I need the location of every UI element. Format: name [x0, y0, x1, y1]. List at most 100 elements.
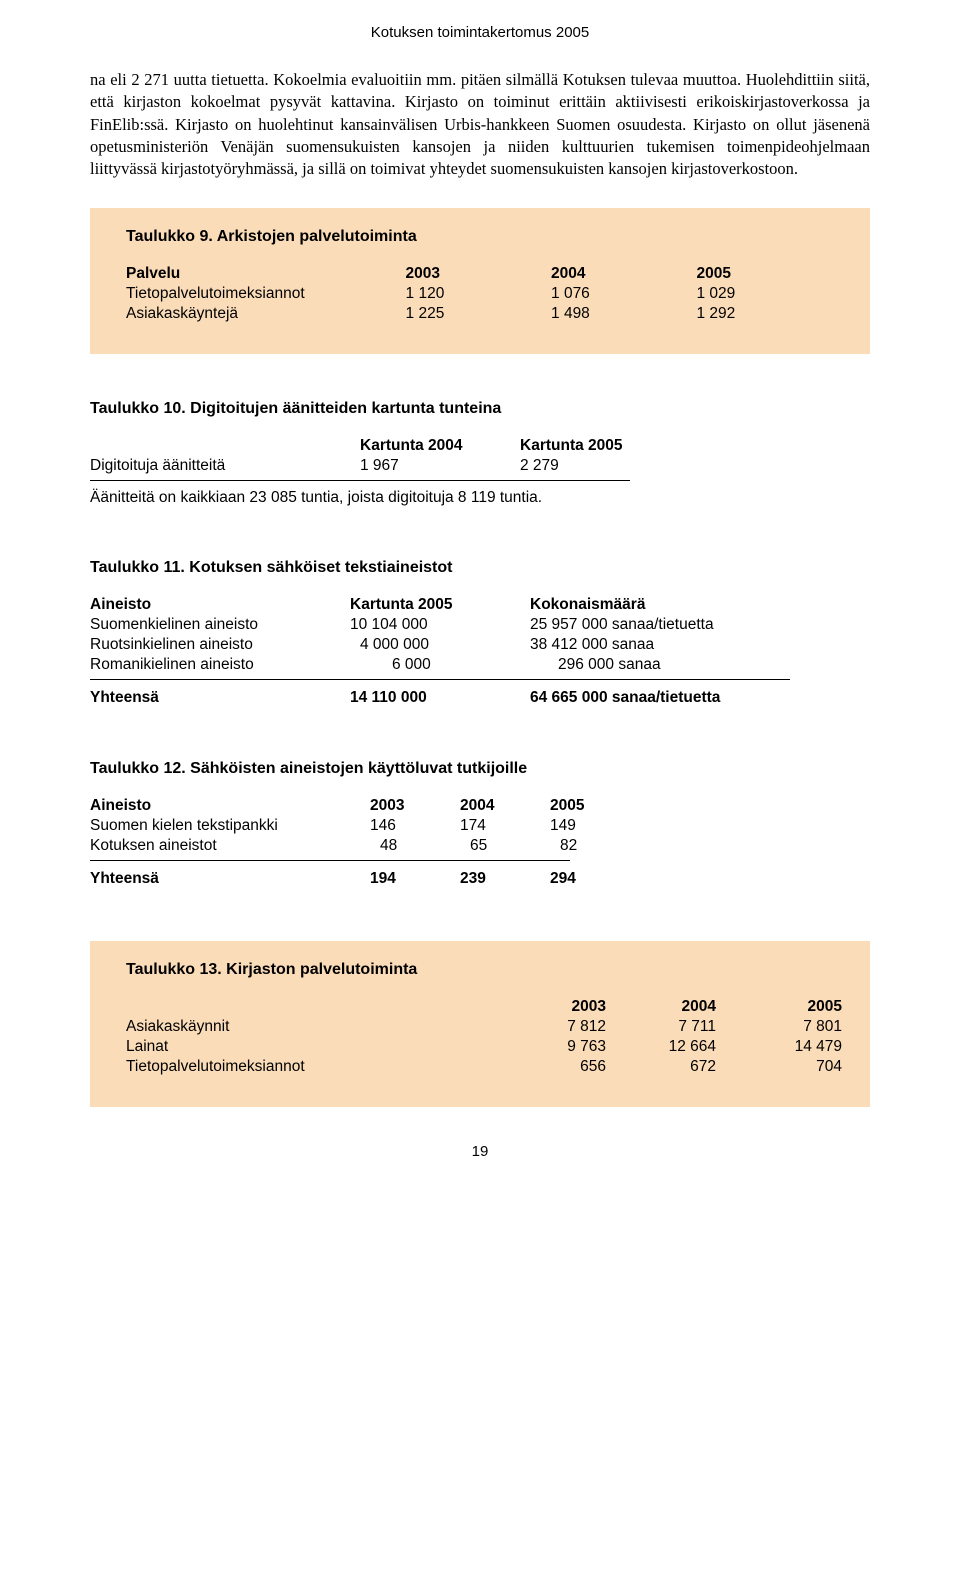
cell: 10 104 000	[350, 615, 530, 635]
table13: 2003 2004 2005 Asiakaskäynnit 7 812 7 71…	[126, 997, 842, 1077]
table12-header-row: Aineisto 2003 2004 2005	[90, 796, 640, 816]
table12-total: Yhteensä 194 239 294	[90, 869, 640, 889]
table11-col1: Kartunta 2005	[350, 595, 530, 615]
cell: 25 957 000 sanaa/tietuetta	[530, 615, 870, 635]
cell: 704	[716, 1057, 842, 1077]
table12-title: Taulukko 12. Sähköisten aineistojen käyt…	[90, 760, 870, 778]
table10-title: Taulukko 10. Digitoitujen äänitteiden ka…	[90, 400, 870, 418]
cell: 149	[550, 816, 640, 836]
cell: 14 479	[716, 1037, 842, 1057]
table9-container: Taulukko 9. Arkistojen palvelutoiminta P…	[90, 208, 870, 354]
cell: 6 000	[350, 655, 530, 675]
table-row: Romanikielinen aineisto 6 000 296 000 sa…	[90, 655, 870, 675]
cell: 9 763	[496, 1037, 606, 1057]
cell: Asiakaskäyntejä	[126, 304, 406, 324]
table13-header-row: 2003 2004 2005	[126, 997, 842, 1017]
cell: 296 000 sanaa	[530, 655, 870, 675]
table12-col0: Aineisto	[90, 796, 370, 816]
table10-col2: Kartunta 2005	[520, 436, 680, 456]
cell: 1 029	[697, 284, 843, 304]
table9-col3: 2005	[697, 264, 843, 284]
table10-col1: Kartunta 2004	[360, 436, 520, 456]
table12: Aineisto 2003 2004 2005 Suomen kielen te…	[90, 796, 640, 856]
cell: Suomenkielinen aineisto	[90, 615, 350, 635]
table-row: Tietopalvelutoimeksiannot 656 672 704	[126, 1057, 842, 1077]
table-row: Suomen kielen tekstipankki 146 174 149	[90, 816, 640, 836]
cell: 82	[550, 836, 640, 856]
cell: 38 412 000 sanaa	[530, 635, 870, 655]
table13-title: Taulukko 13. Kirjaston palvelutoiminta	[126, 961, 842, 979]
table9-col2: 2004	[551, 264, 696, 284]
table13-container: Taulukko 13. Kirjaston palvelutoiminta 2…	[90, 941, 870, 1107]
divider	[90, 480, 630, 481]
table-row: Asiakaskäyntejä 1 225 1 498 1 292	[126, 304, 842, 324]
table9-header-row: Palvelu 2003 2004 2005	[126, 264, 842, 284]
table10-container: Taulukko 10. Digitoitujen äänitteiden ka…	[90, 400, 870, 507]
cell: 656	[496, 1057, 606, 1077]
table9: Palvelu 2003 2004 2005 Tietopalvelutoime…	[126, 264, 842, 324]
table-row: Ruotsinkielinen aineisto 4 000 000 38 41…	[90, 635, 870, 655]
cell: 1 292	[697, 304, 843, 324]
cell: 14 110 000	[350, 688, 530, 708]
body-paragraph: na eli 2 271 uutta tietuetta. Kokoelmia …	[90, 69, 870, 180]
table-row: Tietopalvelutoimeksiannot 1 120 1 076 1 …	[126, 284, 842, 304]
table11-total-row: Yhteensä 14 110 000 64 665 000 sanaa/tie…	[90, 688, 870, 708]
cell: 65	[460, 836, 550, 856]
table-row: Asiakaskäynnit 7 812 7 711 7 801	[126, 1017, 842, 1037]
cell: Romanikielinen aineisto	[90, 655, 350, 675]
cell: Kotuksen aineistot	[90, 836, 370, 856]
table12-col3: 2005	[550, 796, 640, 816]
cell: 194	[370, 869, 460, 889]
cell	[90, 436, 360, 456]
cell: Asiakaskäynnit	[126, 1017, 496, 1037]
table-row: Lainat 9 763 12 664 14 479	[126, 1037, 842, 1057]
table12-total-row: Yhteensä 194 239 294	[90, 869, 640, 889]
table10-footnote: Äänitteitä on kaikkiaan 23 085 tuntia, j…	[90, 489, 870, 507]
table13-col3: 2005	[716, 997, 842, 1017]
table9-col0: Palvelu	[126, 264, 406, 284]
table11: Aineisto Kartunta 2005 Kokonaismäärä Suo…	[90, 595, 870, 675]
cell: 7 812	[496, 1017, 606, 1037]
table-row: Suomenkielinen aineisto 10 104 000 25 95…	[90, 615, 870, 635]
table11-col2: Kokonaismäärä	[530, 595, 870, 615]
divider	[90, 679, 790, 680]
cell: 294	[550, 869, 640, 889]
cell: 1 076	[551, 284, 696, 304]
cell: Suomen kielen tekstipankki	[90, 816, 370, 836]
table9-title: Taulukko 9. Arkistojen palvelutoiminta	[126, 228, 842, 246]
table10: Kartunta 2004 Kartunta 2005 Digitoituja …	[90, 436, 680, 476]
cell: Yhteensä	[90, 869, 370, 889]
cell: 12 664	[606, 1037, 716, 1057]
cell: Digitoituja äänitteitä	[90, 456, 360, 476]
table11-total: Yhteensä 14 110 000 64 665 000 sanaa/tie…	[90, 688, 870, 708]
cell	[126, 997, 496, 1017]
table9-col1: 2003	[406, 264, 551, 284]
table11-title: Taulukko 11. Kotuksen sähköiset tekstiai…	[90, 559, 870, 577]
table-row: Digitoituja äänitteitä 1 967 2 279	[90, 456, 680, 476]
cell: 64 665 000 sanaa/tietuetta	[530, 688, 870, 708]
table12-container: Taulukko 12. Sähköisten aineistojen käyt…	[90, 760, 870, 889]
cell: 174	[460, 816, 550, 836]
cell: 239	[460, 869, 550, 889]
cell: Ruotsinkielinen aineisto	[90, 635, 350, 655]
table11-col0: Aineisto	[90, 595, 350, 615]
cell: 1 225	[406, 304, 551, 324]
table13-col1: 2003	[496, 997, 606, 1017]
cell: 4 000 000	[350, 635, 530, 655]
cell: Tietopalvelutoimeksiannot	[126, 284, 406, 304]
table11-header-row: Aineisto Kartunta 2005 Kokonaismäärä	[90, 595, 870, 615]
table10-header-row: Kartunta 2004 Kartunta 2005	[90, 436, 680, 456]
page-number: 19	[90, 1143, 870, 1160]
cell: 48	[370, 836, 460, 856]
cell: Lainat	[126, 1037, 496, 1057]
page-header: Kotuksen toimintakertomus 2005	[90, 24, 870, 41]
cell: 1 120	[406, 284, 551, 304]
cell: Tietopalvelutoimeksiannot	[126, 1057, 496, 1077]
document-page: Kotuksen toimintakertomus 2005 na eli 2 …	[0, 0, 960, 1200]
table11-container: Taulukko 11. Kotuksen sähköiset tekstiai…	[90, 559, 870, 708]
cell: 2 279	[520, 456, 680, 476]
cell: 672	[606, 1057, 716, 1077]
cell: 7 801	[716, 1017, 842, 1037]
divider	[90, 860, 570, 861]
table12-col2: 2004	[460, 796, 550, 816]
